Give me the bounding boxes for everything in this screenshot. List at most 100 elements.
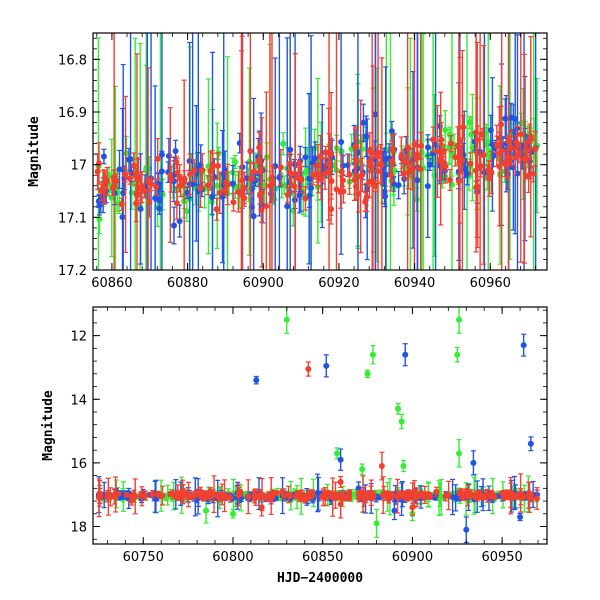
data-point xyxy=(464,170,471,177)
data-point xyxy=(216,494,223,501)
data-point xyxy=(389,145,396,152)
data-point xyxy=(515,150,522,157)
data-point xyxy=(388,492,395,499)
data-point xyxy=(159,492,166,499)
x-tick-label: 60950 xyxy=(481,550,522,565)
x-tick-label: 60900 xyxy=(392,550,433,565)
data-point xyxy=(502,115,509,122)
data-point xyxy=(253,377,260,384)
data-point xyxy=(209,194,216,201)
data-point xyxy=(372,183,379,190)
data-point xyxy=(456,316,463,323)
data-point xyxy=(277,164,284,171)
data-point xyxy=(360,493,367,500)
data-point xyxy=(374,153,381,160)
data-point xyxy=(165,152,172,159)
data-point xyxy=(508,145,515,152)
series-red xyxy=(94,33,539,270)
data-point xyxy=(517,131,524,138)
data-point xyxy=(96,202,103,209)
data-point xyxy=(286,492,293,499)
data-point xyxy=(366,178,373,185)
data-point xyxy=(214,182,221,189)
data-point xyxy=(122,171,129,178)
data-point xyxy=(203,507,210,514)
data-point xyxy=(306,175,313,182)
data-point xyxy=(263,203,270,210)
data-point xyxy=(363,133,370,140)
data-point xyxy=(266,182,273,189)
bottom-axis-ticks: 60750 60800 60850 60900 60950 12 14 16 18 xyxy=(70,307,547,565)
data-point xyxy=(378,463,385,470)
data-point xyxy=(320,494,327,501)
data-point xyxy=(104,491,111,498)
y-tick-label: 16 xyxy=(70,457,87,472)
data-point xyxy=(315,162,322,169)
x-axis-title: HJD−2400000 xyxy=(277,571,363,586)
data-point xyxy=(101,185,108,192)
data-point xyxy=(489,491,496,498)
data-point xyxy=(356,494,363,501)
data-point xyxy=(431,172,438,179)
data-point xyxy=(312,155,319,162)
data-point xyxy=(409,504,416,511)
data-point xyxy=(527,133,534,140)
data-point xyxy=(476,490,483,497)
data-point xyxy=(402,351,409,358)
data-point xyxy=(156,205,163,212)
data-point xyxy=(230,199,237,206)
data-point xyxy=(239,188,246,195)
y-tick-label: 14 xyxy=(70,393,87,408)
data-point xyxy=(189,181,196,188)
data-point xyxy=(185,491,192,498)
data-point xyxy=(359,466,366,473)
data-point xyxy=(470,459,477,466)
data-point xyxy=(283,316,290,323)
data-point xyxy=(223,179,230,186)
data-point xyxy=(305,366,312,373)
data-point xyxy=(179,488,186,495)
data-point xyxy=(168,176,175,183)
data-point xyxy=(411,141,418,148)
data-point xyxy=(193,490,200,497)
data-point xyxy=(159,191,166,198)
top-y-axis-title: Magnitude xyxy=(27,116,42,187)
data-point xyxy=(442,163,449,170)
data-point xyxy=(456,137,463,144)
data-point xyxy=(391,507,398,514)
data-point xyxy=(120,190,127,197)
data-point xyxy=(426,493,433,500)
data-point xyxy=(517,513,524,520)
data-point xyxy=(135,174,142,181)
data-point xyxy=(247,148,254,155)
data-point xyxy=(521,155,528,162)
data-point xyxy=(504,154,511,161)
data-point xyxy=(417,166,424,173)
data-point xyxy=(125,156,132,163)
data-point xyxy=(111,492,118,499)
data-point xyxy=(325,161,332,168)
y-tick-label: 17 xyxy=(70,159,87,174)
data-point xyxy=(337,189,344,196)
data-point xyxy=(382,155,389,162)
data-point xyxy=(149,491,156,498)
data-point xyxy=(110,174,117,181)
data-point xyxy=(100,153,107,160)
data-point xyxy=(414,494,421,501)
data-point xyxy=(369,351,376,358)
data-point xyxy=(256,144,263,151)
data-point xyxy=(338,168,345,175)
data-point xyxy=(137,205,144,212)
data-point xyxy=(520,342,527,349)
data-point xyxy=(337,501,344,508)
x-tick-label: 60920 xyxy=(318,276,359,291)
data-point xyxy=(454,351,461,358)
data-point xyxy=(382,172,389,179)
data-point xyxy=(398,153,405,160)
data-point xyxy=(138,184,145,191)
data-point xyxy=(251,168,258,175)
data-point xyxy=(395,182,402,189)
data-point xyxy=(258,504,265,511)
data-point xyxy=(229,180,236,187)
data-point xyxy=(351,176,358,183)
